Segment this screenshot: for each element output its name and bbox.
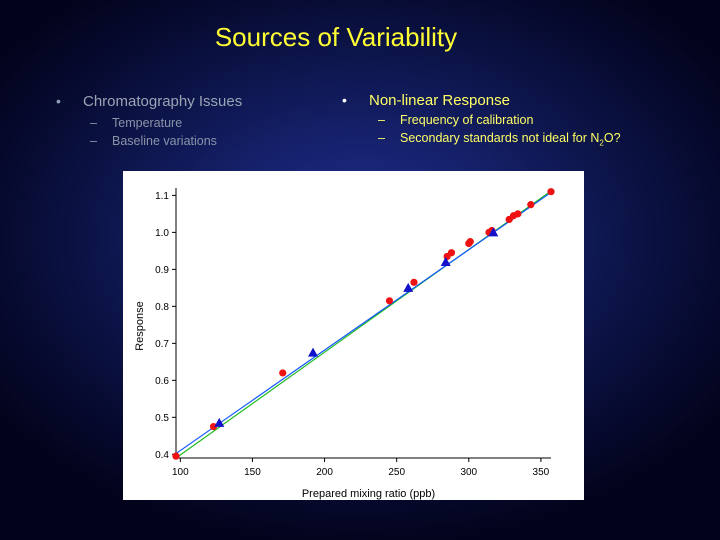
bullet-text: Non-linear Response: [369, 92, 510, 109]
x-axis-title: Prepared mixing ratio (ppb): [302, 488, 435, 500]
data-point-circle: [466, 238, 474, 246]
data-point-triangle: [488, 227, 499, 237]
sub-bullet-text-b: O?: [603, 131, 621, 145]
data-point-triangle: [403, 282, 414, 292]
sub-bullet-frequency: – Frequency of calibration: [378, 113, 712, 127]
sub-bullet-temperature: – Temperature: [90, 116, 316, 130]
data-point-circle: [514, 210, 522, 218]
y-tick-label: 0.5: [155, 413, 169, 424]
sub-bullet-text: Frequency of calibration: [400, 113, 534, 127]
data-point-triangle: [308, 347, 319, 357]
y-tick-label: 1.1: [155, 191, 169, 202]
data-point-circle: [279, 369, 287, 377]
x-tick-label: 350: [533, 467, 550, 478]
y-axis-title: Response: [134, 301, 146, 351]
bullet-chromatography: • Chromatography Issues: [56, 93, 316, 110]
subscript-two: 2: [599, 138, 604, 148]
y-tick-label: 1.0: [155, 228, 169, 239]
data-point-circle: [385, 297, 394, 305]
y-tick-label: 0.9: [155, 265, 169, 276]
x-tick-label: 250: [388, 467, 405, 478]
sub-dash: –: [90, 116, 97, 130]
y-tick-label: 0.8: [155, 302, 169, 313]
data-point-triangle: [440, 256, 451, 266]
y-tick-label: 0.7: [155, 339, 169, 350]
bullet-text: Chromatography Issues: [83, 93, 243, 110]
x-tick-label: 200: [316, 467, 333, 478]
sub-bullet-text-a: Secondary standards not ideal for N: [400, 131, 600, 145]
x-tick-label: 100: [172, 467, 189, 478]
bullet-dot: •: [342, 92, 347, 108]
sub-bullet-text: Temperature: [112, 116, 183, 130]
y-tick-label: 0.4: [155, 450, 169, 461]
sub-bullet-standards: – Secondary standards not ideal for N2O?: [378, 131, 712, 148]
slide-title: Sources of Variability: [214, 22, 458, 52]
sub-dash: –: [378, 113, 385, 127]
sub-dash: –: [378, 131, 385, 145]
left-column: • Chromatography Issues – Temperature – …: [56, 93, 316, 148]
sub-bullet-text: Secondary standards not ideal for N2O?: [400, 131, 621, 148]
data-point-circle: [172, 452, 180, 460]
bullet-dot: •: [56, 93, 61, 109]
chart-panel: 0.4 0.5 0.6 0.7 0.8 0.9 1.0 1.1 100 150 200 250 300 3…: [123, 171, 584, 500]
right-column: • Non-linear Response – Frequency of cal…: [342, 92, 712, 148]
fit-line: [175, 191, 552, 455]
data-point-circle: [547, 188, 555, 196]
sub-bullet-text: Baseline variations: [112, 134, 217, 148]
x-tick-label: 300: [460, 467, 477, 478]
data-point-circle: [209, 422, 218, 431]
chart-svg: 0.4 0.5 0.6 0.7 0.8 0.9 1.0 1.1 100 150 200 250 300 3…: [134, 188, 555, 500]
x-tick-label: 150: [244, 467, 261, 478]
bullet-nonlinear: • Non-linear Response: [342, 92, 712, 109]
data-point-circle: [447, 249, 456, 257]
data-point-circle: [527, 201, 535, 209]
sub-dash: –: [90, 134, 97, 148]
y-tick-label: 0.6: [155, 376, 169, 387]
data-point-circle: [410, 278, 418, 286]
sub-bullet-baseline: – Baseline variations: [90, 134, 316, 148]
data-point-triangle: [214, 417, 225, 427]
